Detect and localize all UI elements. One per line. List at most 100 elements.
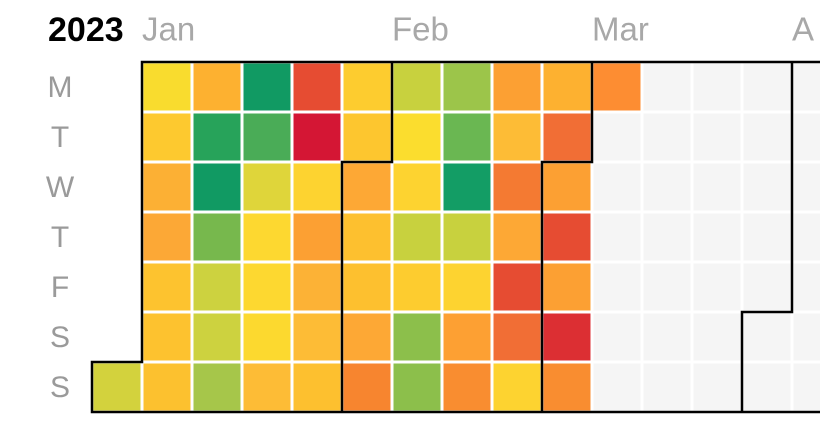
- day-cell: [590, 260, 644, 314]
- day-cell: [440, 260, 494, 314]
- day-cell: [590, 210, 644, 264]
- day-cell: [140, 210, 194, 264]
- day-cell: [240, 260, 294, 314]
- month-border: [740, 62, 794, 412]
- month-border: [340, 62, 394, 412]
- day-cell: [340, 310, 394, 364]
- day-cell: [290, 210, 344, 264]
- day-cell: [640, 210, 694, 264]
- day-cell: [790, 60, 820, 114]
- day-cell: [490, 160, 544, 214]
- day-cell: [390, 360, 444, 414]
- day-cell: [140, 60, 194, 114]
- weekday-label: S: [50, 321, 70, 354]
- day-cell: [390, 60, 444, 114]
- cells: [90, 60, 820, 414]
- day-cell: [640, 60, 694, 114]
- month-border: [90, 60, 820, 414]
- day-cell: [790, 310, 820, 364]
- day-cell: [590, 160, 644, 214]
- day-cell: [240, 310, 294, 364]
- day-cell: [740, 360, 794, 414]
- day-cell: [640, 160, 694, 214]
- day-cell: [740, 210, 794, 264]
- day-cell: [690, 210, 744, 264]
- day-cell: [340, 260, 394, 314]
- day-cell: [490, 260, 544, 314]
- day-cell: [690, 260, 744, 314]
- day-cell: [790, 210, 820, 264]
- day-cell: [490, 360, 544, 414]
- day-cell: [340, 60, 394, 114]
- day-cell: [190, 60, 244, 114]
- day-cell: [540, 210, 594, 264]
- day-cell: [440, 210, 494, 264]
- day-cell: [740, 260, 794, 314]
- day-cell: [590, 360, 644, 414]
- day-cell: [190, 260, 244, 314]
- year-label: 2023: [48, 11, 124, 49]
- day-cell: [640, 360, 694, 414]
- day-cell: [440, 160, 494, 214]
- day-cell: [490, 110, 544, 164]
- day-cell: [690, 160, 744, 214]
- day-cell: [290, 360, 344, 414]
- day-cell: [140, 260, 194, 314]
- day-cell: [290, 60, 344, 114]
- day-cell: [90, 360, 144, 414]
- day-cell: [290, 260, 344, 314]
- weekday-label: S: [50, 371, 70, 404]
- day-cell: [740, 60, 794, 114]
- month-label: Mar: [592, 11, 649, 48]
- day-cell: [240, 110, 294, 164]
- weekday-label: M: [48, 71, 73, 104]
- day-cell: [540, 360, 594, 414]
- day-cell: [640, 110, 694, 164]
- day-cell: [140, 110, 194, 164]
- day-cell: [390, 110, 444, 164]
- day-cell: [540, 310, 594, 364]
- day-cell: [540, 260, 594, 314]
- day-cell: [790, 110, 820, 164]
- day-cell: [440, 310, 494, 364]
- day-cell: [290, 160, 344, 214]
- day-cell: [690, 60, 744, 114]
- day-cell: [140, 360, 194, 414]
- day-cell: [440, 110, 494, 164]
- day-cell: [790, 360, 820, 414]
- day-cell: [140, 160, 194, 214]
- day-cell: [490, 210, 544, 264]
- day-cell: [240, 60, 294, 114]
- day-cell: [390, 260, 444, 314]
- day-cell: [390, 160, 444, 214]
- day-cell: [640, 260, 694, 314]
- day-cell: [790, 160, 820, 214]
- day-cell: [490, 60, 544, 114]
- day-cell: [540, 160, 594, 214]
- day-cell: [340, 360, 394, 414]
- month-label: Feb: [392, 11, 449, 48]
- day-cell: [690, 310, 744, 364]
- day-cell: [290, 110, 344, 164]
- day-cell: [340, 160, 394, 214]
- day-cell: [490, 310, 544, 364]
- month-border: [540, 62, 594, 412]
- day-cell: [190, 210, 244, 264]
- day-cell: [590, 310, 644, 364]
- day-cell: [190, 360, 244, 414]
- weekday-label: T: [51, 121, 69, 154]
- day-cell: [390, 310, 444, 364]
- day-cell: [540, 110, 594, 164]
- day-cell: [690, 110, 744, 164]
- day-cell: [740, 160, 794, 214]
- day-cell: [240, 360, 294, 414]
- day-cell: [540, 60, 594, 114]
- day-cell: [790, 260, 820, 314]
- day-cell: [190, 160, 244, 214]
- day-cell: [590, 110, 644, 164]
- day-cell: [140, 310, 194, 364]
- day-cell: [640, 310, 694, 364]
- month-label: A: [792, 11, 814, 48]
- day-cell: [590, 60, 644, 114]
- day-cell: [240, 160, 294, 214]
